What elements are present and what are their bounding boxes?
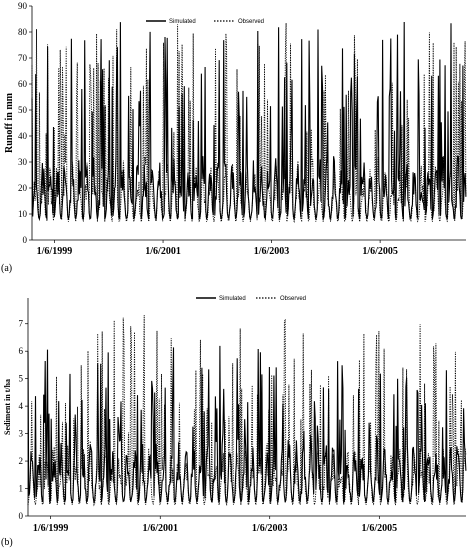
x-ticks: 1/6/1999 1/6/2001 1/6/2003 1/6/2005 bbox=[33, 516, 397, 534]
series-lines bbox=[27, 315, 467, 507]
legend-observed-label: Observed bbox=[238, 19, 264, 25]
legend: Simulated Observed bbox=[146, 19, 264, 25]
y-tick-label: 50 bbox=[18, 105, 28, 115]
legend-simulated-label: Simulated bbox=[169, 19, 196, 25]
x-tick-label: 1/6/2005 bbox=[362, 246, 398, 257]
y-tick-label: 30 bbox=[18, 157, 28, 167]
x-ticks: 1/6/1999 1/6/2001 1/6/2003 1/6/2005 bbox=[37, 240, 398, 257]
y-tick-label: 10 bbox=[18, 209, 28, 219]
x-tick-label: 1/6/1999 bbox=[33, 523, 69, 534]
y-tick-label: 0 bbox=[23, 235, 28, 245]
x-tick-label: 1/6/2003 bbox=[252, 523, 288, 534]
y-tick-label: 80 bbox=[18, 27, 28, 37]
y-ticks: 0 10 20 30 40 50 60 70 80 90 bbox=[18, 1, 32, 245]
y-ticks: 0 1 2 3 4 5 6 7 bbox=[19, 319, 28, 521]
x-tick-label: 1/6/2005 bbox=[362, 523, 398, 534]
series-line-simulated bbox=[27, 345, 467, 505]
series-lines bbox=[31, 21, 467, 224]
y-axis-label: Runoff in mm bbox=[4, 92, 15, 153]
sediment-chart: 0 1 2 3 4 5 6 7 1/6/1999 1/6/2001 1/6/2003 1/6/200… bbox=[1, 296, 467, 548]
y-tick-label: 40 bbox=[18, 131, 28, 141]
y-tick-label: 20 bbox=[18, 183, 28, 193]
y-tick-label: 5 bbox=[19, 374, 24, 384]
x-tick-label: 1/6/2003 bbox=[254, 246, 290, 257]
series-line-observed bbox=[31, 23, 467, 224]
legend-observed-label: Observed bbox=[280, 296, 306, 302]
y-tick-label: 0 bbox=[19, 511, 24, 521]
y-tick-label: 2 bbox=[19, 456, 24, 466]
panel-label-b: (b) bbox=[1, 537, 13, 548]
y-tick-label: 90 bbox=[18, 1, 28, 11]
y-tick-label: 3 bbox=[19, 429, 24, 439]
y-tick-label: 4 bbox=[19, 401, 24, 411]
legend-simulated-label: Simulated bbox=[219, 296, 246, 302]
legend: Simulated Observed bbox=[196, 296, 306, 302]
y-tick-label: 60 bbox=[18, 79, 28, 89]
y-tick-label: 7 bbox=[19, 319, 24, 329]
y-tick-label: 70 bbox=[18, 53, 28, 63]
series-line-observed bbox=[27, 315, 467, 507]
panel-label-a: (a) bbox=[1, 263, 12, 274]
y-tick-label: 1 bbox=[19, 484, 24, 494]
x-tick-label: 1/6/2001 bbox=[145, 246, 181, 257]
y-axis-label: Sediment in t/ha bbox=[3, 379, 12, 435]
x-tick-label: 1/6/2001 bbox=[142, 523, 178, 534]
x-tick-label: 1/6/1999 bbox=[37, 246, 73, 257]
y-tick-label: 6 bbox=[19, 346, 24, 356]
